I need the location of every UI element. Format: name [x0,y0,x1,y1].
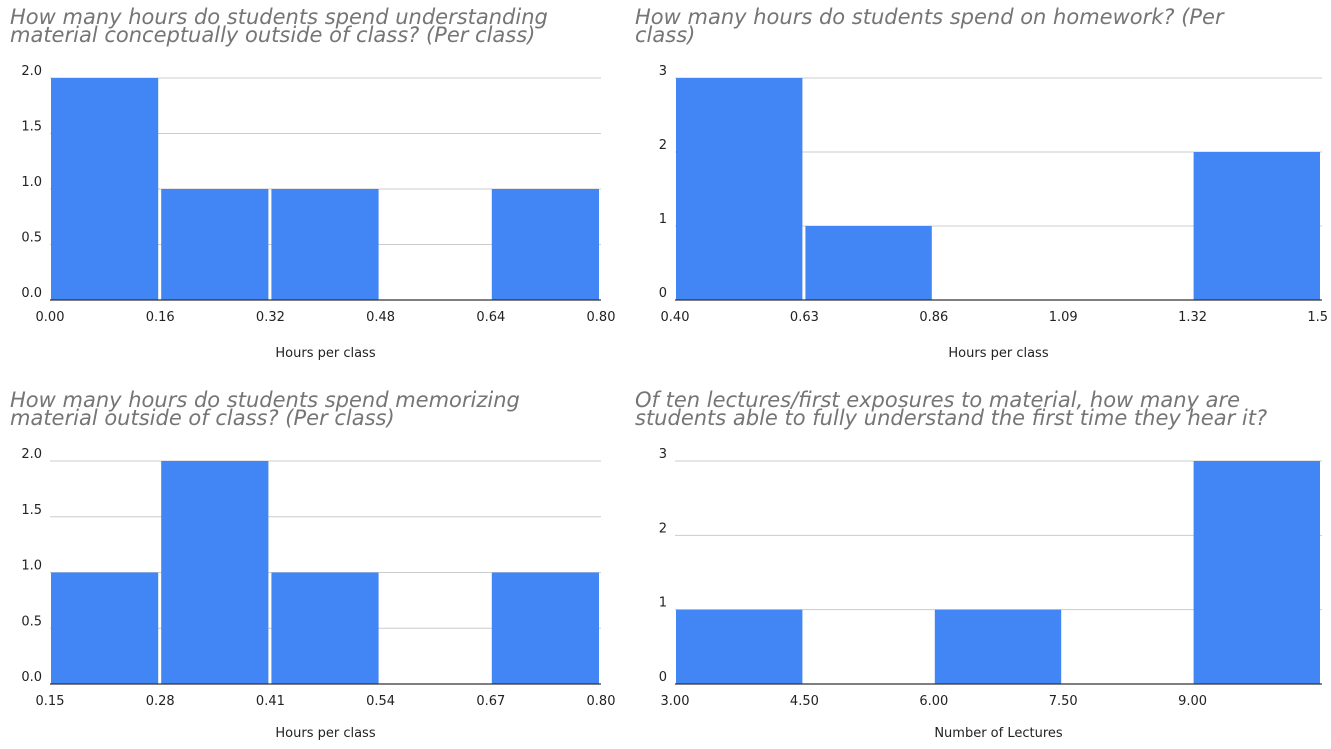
y-tick-label: 1.0 [21,559,42,574]
y-tick-label: 1.5 [21,503,42,518]
x-tick-label: 0.63 [790,310,819,325]
chart-title: How many hours do students spend on home… [635,5,1224,47]
x-tick-label: 4.50 [790,694,819,709]
y-tick-label: 3 [659,64,667,79]
y-tick-label: 2 [659,521,667,536]
chart-panel-lectures: Of ten lectures/first exposures to mater… [625,383,1331,749]
chart-title: How many hours do students spend underst… [10,5,548,47]
x-tick-label: 3.00 [661,694,690,709]
x-tick-label: 0.86 [919,310,948,325]
y-tick-label: 1 [659,212,667,227]
bar [805,226,932,300]
x-tick-label: 0.80 [587,310,616,325]
chart-panel-memorizing: How many hours do students spend memoriz… [0,383,620,749]
x-tick-label: 0.80 [587,694,616,709]
y-tick-label: 0 [659,286,667,301]
bar [676,609,803,684]
bar [51,78,159,300]
x-tick-label: 7.50 [1049,694,1078,709]
bar [271,572,379,684]
x-tick-label: 1.5 [1307,310,1328,325]
chart-panel-conceptual: How many hours do students spend underst… [0,0,620,370]
histogram-memorizing: 0.0 0.5 1.0 1.5 2.0 0.15 0.28 0.41 0.54 0.67 0.80 H… [21,447,616,741]
x-axis-title: Number of Lectures [934,726,1063,741]
x-tick-label: 0.64 [476,310,505,325]
histogram-conceptual: 0.0 0.5 1.0 1.5 2.0 0.00 0.16 0.32 0.48 0.64 0.80 H… [21,64,616,361]
bar [161,461,269,684]
chart-title: Of ten lectures/first exposures to mater… [635,388,1268,430]
x-tick-label: 0.16 [146,310,175,325]
x-tick-label: 0.41 [256,694,285,709]
x-tick-label: 0.67 [476,694,505,709]
bar [491,572,599,684]
x-tick-label: 1.09 [1049,310,1078,325]
histogram-homework: 0 1 2 3 0.40 0.63 0.86 1.09 1.32 1.5 Hours per cla… [659,64,1328,361]
y-tick-label: 1.5 [21,120,42,135]
y-tick-label: 1 [659,596,667,611]
x-tick-label: 0.48 [366,310,395,325]
bar [51,572,159,684]
chart-panel-homework: How many hours do students spend on home… [625,0,1331,370]
bar [934,609,1062,684]
y-tick-label: 0.5 [21,614,42,629]
bar [271,189,379,300]
x-tick-label: 0.00 [36,310,65,325]
x-axis-title: Hours per class [275,346,375,361]
y-tick-label: 0.5 [21,231,42,246]
y-tick-label: 0.0 [21,670,42,685]
y-tick-label: 2.0 [21,447,42,462]
chart-title: How many hours do students spend memoriz… [10,388,520,430]
x-tick-label: 1.32 [1178,310,1207,325]
x-tick-label: 0.15 [36,694,65,709]
x-tick-label: 0.40 [661,310,690,325]
x-axis-title: Hours per class [948,346,1048,361]
x-axis-title: Hours per class [275,726,375,741]
bar [676,78,803,300]
y-tick-label: 2.0 [21,64,42,79]
x-tick-label: 9.00 [1178,694,1207,709]
bar [491,189,599,300]
y-tick-label: 1.0 [21,175,42,190]
x-tick-label: 0.32 [256,310,285,325]
histogram-lectures: 0 1 2 3 3.00 4.50 6.00 7.50 9.00 Number of Lectur… [659,447,1322,741]
x-tick-label: 6.00 [919,694,948,709]
x-tick-label: 0.28 [146,694,175,709]
bar [1193,152,1320,300]
y-tick-label: 2 [659,138,667,153]
bar [1193,461,1320,684]
x-tick-label: 0.54 [366,694,395,709]
y-tick-label: 0.0 [21,286,42,301]
y-tick-label: 0 [659,670,667,685]
bar [161,189,269,300]
y-tick-label: 3 [659,447,667,462]
